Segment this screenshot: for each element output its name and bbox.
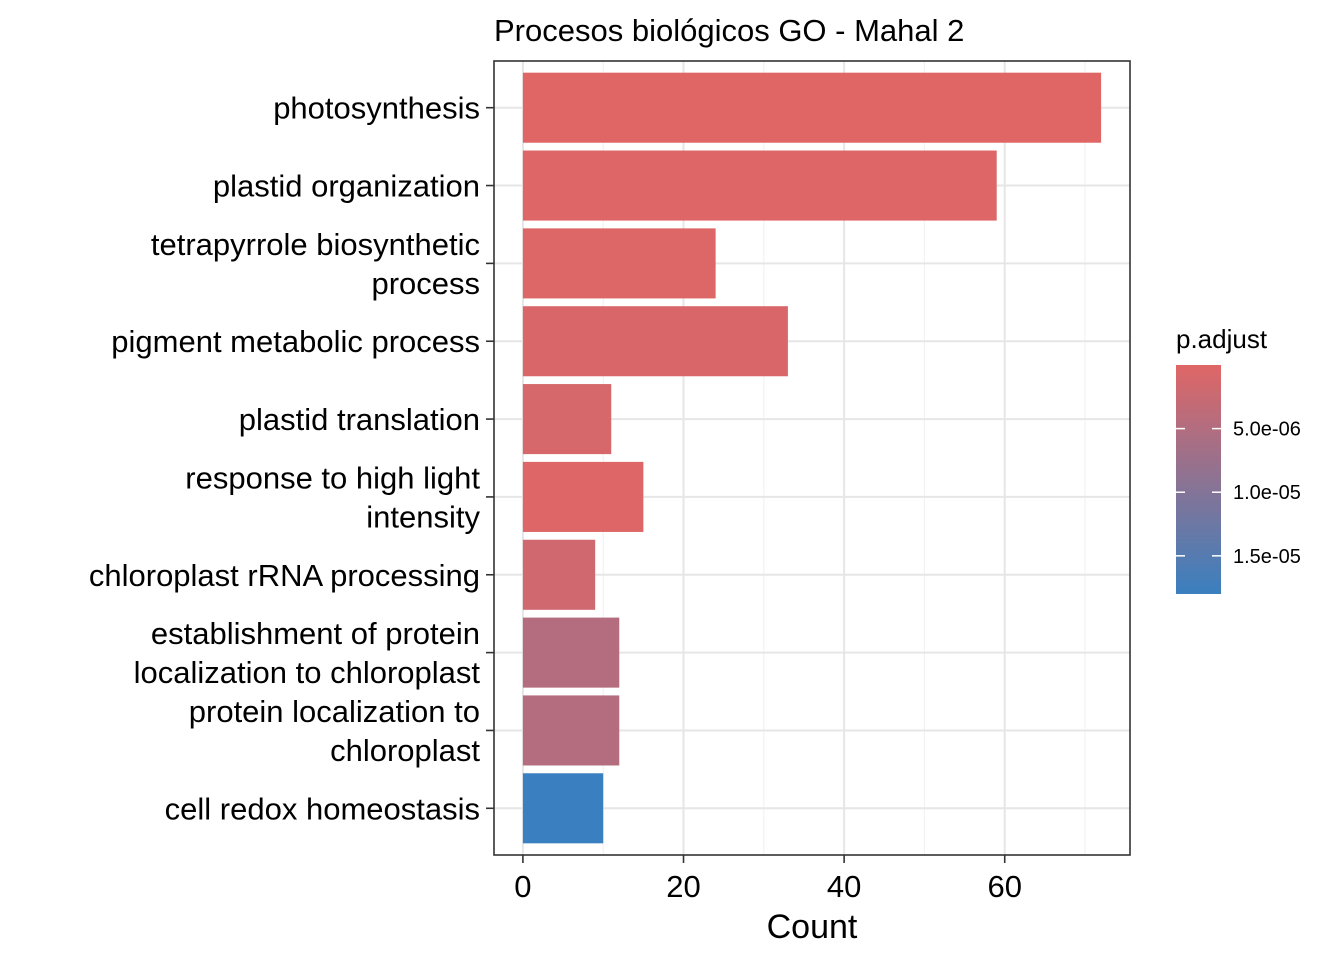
category-label: establishment of protein localization to … [134,616,481,690]
bar-6 [522,461,644,532]
category-label: cell redox homeostasis [165,791,480,826]
category-label-line: plastid organization [213,169,480,204]
x-tick-label: 0 [514,869,531,904]
legend-colorbar [1176,365,1221,594]
category-label-line: establishment of protein [151,616,480,651]
category-label: chloroplast rRNA processing [89,558,480,593]
category-label-line: intensity [366,499,480,534]
bar-2 [522,150,997,221]
category-label-line: cell redox homeostasis [165,791,480,826]
category-label: protein localization to chloroplast [189,694,481,768]
category-label-line: plastid translation [239,402,480,437]
bar-1 [522,72,1102,143]
bar-7 [522,539,596,610]
x-tick-label: 20 [666,869,700,904]
legend-tick-label: 1.5e-05 [1233,546,1301,568]
category-label: response to high light intensity [185,460,480,534]
category-label: plastid translation [239,402,480,437]
x-tick-label: 40 [827,869,861,904]
category-label-line: pigment metabolic process [111,324,480,359]
category-label-line: protein localization to [189,694,480,729]
category-label-line: photosynthesis [273,91,480,126]
category-label-line: localization to chloroplast [134,655,481,690]
category-label: plastid organization [213,169,480,204]
x-tick-label: 60 [987,869,1021,904]
legend: p.adjust 5.0e-06 1.0e-05 1.5e-05 [1176,324,1301,594]
panel-border [493,60,1131,856]
bar-5 [522,384,612,455]
category-label-line: process [371,266,480,301]
chart-title: Procesos biológicos GO - Mahal 2 [494,13,964,48]
bar-8 [522,617,620,688]
category-label-line: chloroplast [330,733,480,768]
legend-title: p.adjust [1176,324,1268,354]
x-axis-title: Count [767,908,858,946]
plot-area: photosynthesis plastid organization tetrap… [89,60,1131,946]
bar-9 [522,695,620,766]
category-label: tetrapyrrole biosynthetic process [151,227,480,301]
category-label: photosynthesis [273,91,480,126]
legend-tick-label: 1.0e-05 [1233,482,1301,504]
bar-3 [522,228,716,299]
bar-10 [522,773,604,844]
category-label-line: tetrapyrrole biosynthetic [151,227,480,262]
category-label: pigment metabolic process [111,324,480,359]
category-label-line: response to high light [185,460,480,495]
bar-4 [522,306,788,377]
legend-tick-label: 5.0e-06 [1233,419,1301,441]
category-label-line: chloroplast rRNA processing [89,558,480,593]
